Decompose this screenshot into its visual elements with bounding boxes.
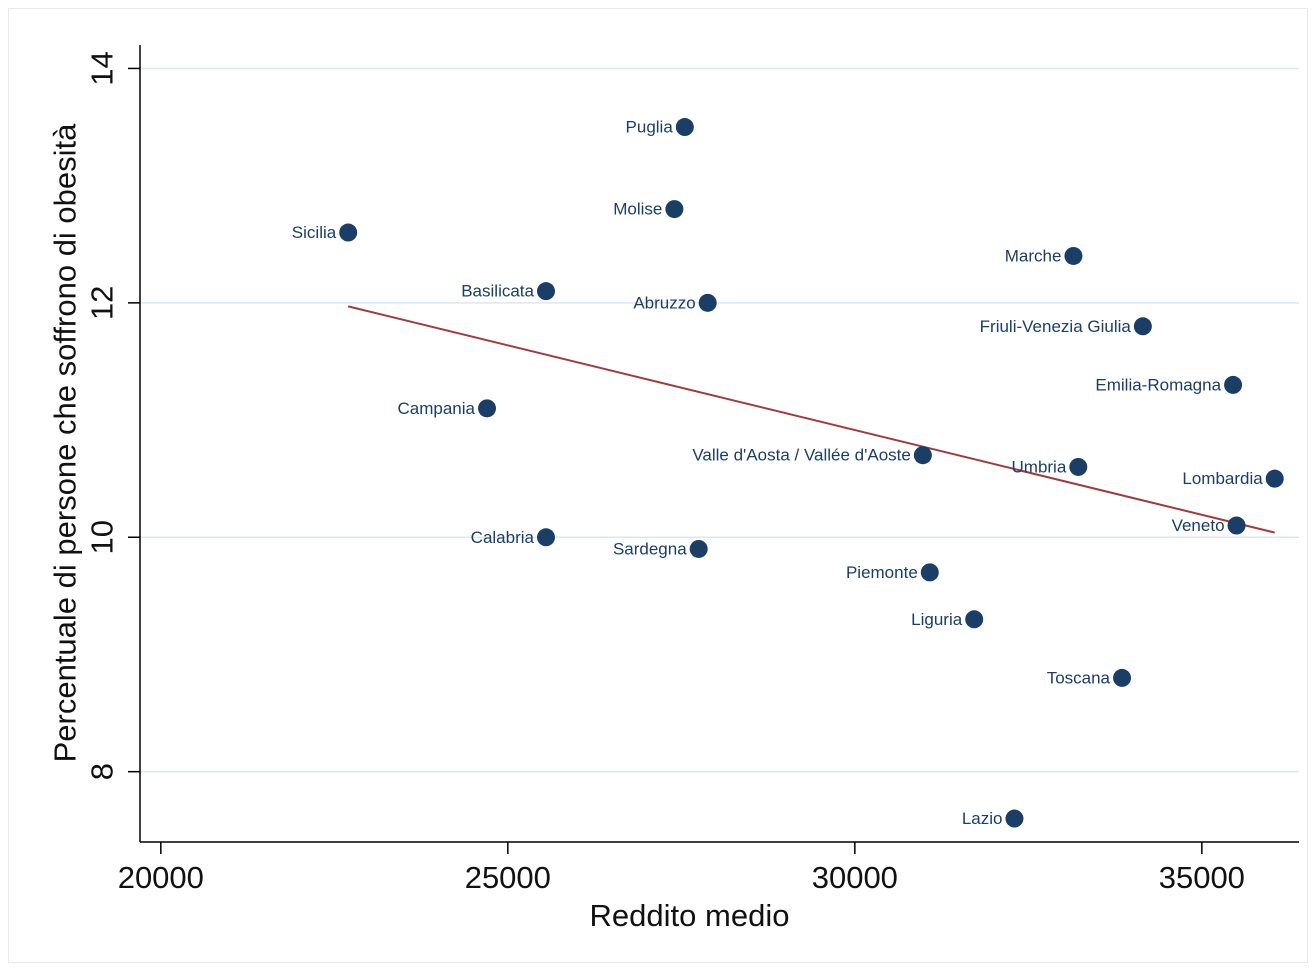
y-tick-label: 8	[85, 763, 120, 780]
axes	[139, 45, 1299, 843]
y-tick-label: 14	[85, 51, 120, 85]
data-point	[1224, 375, 1243, 394]
data-point	[689, 539, 708, 558]
data-point	[1064, 246, 1083, 265]
point-label: Puglia	[626, 118, 674, 137]
x-axis-title: Reddito medio	[590, 898, 790, 933]
data-point	[536, 528, 555, 547]
data-point	[1005, 809, 1024, 828]
point-label: Veneto	[1172, 516, 1225, 535]
y-tick-label: 12	[85, 286, 120, 320]
data-point	[698, 293, 717, 312]
data-point	[1227, 516, 1246, 535]
data-point	[1069, 457, 1088, 476]
x-tick-label: 35000	[1159, 860, 1245, 895]
data-point	[339, 223, 358, 242]
data-points	[339, 118, 1284, 828]
point-label: Toscana	[1047, 668, 1111, 687]
data-point	[1133, 317, 1152, 336]
point-label: Friuli-Venezia Giulia	[980, 317, 1132, 336]
point-label: Emilia-Romagna	[1095, 375, 1221, 394]
data-point	[1113, 668, 1132, 687]
point-label: Campania	[398, 399, 476, 418]
point-label: Lazio	[962, 809, 1003, 828]
fit-line	[347, 305, 1275, 534]
point-label: Calabria	[471, 528, 535, 547]
y-axis-title: Percentuale di persone che soffrono di o…	[48, 123, 83, 763]
chart-frame: 8 10 12 14 20000 25000 30000 35000 Puglia Molise…	[8, 8, 1308, 963]
grid-lines	[140, 67, 1299, 773]
data-point	[965, 610, 984, 629]
point-label: Molise	[613, 200, 662, 219]
fit-line-layer	[347, 305, 1275, 534]
point-label: Umbria	[1012, 457, 1067, 476]
point-label: Piemonte	[846, 563, 918, 582]
scatter-chart: 8 10 12 14 20000 25000 30000 35000 Puglia Molise…	[48, 45, 1299, 933]
x-tick-label: 25000	[465, 860, 551, 895]
data-point	[478, 399, 497, 418]
point-label: Sardegna	[613, 539, 687, 558]
x-tick-label: 20000	[118, 860, 204, 895]
point-label: Liguria	[911, 610, 963, 629]
data-point	[675, 118, 694, 137]
data-point	[665, 200, 684, 219]
y-tick-label: 10	[85, 520, 120, 554]
point-label: Lombardia	[1182, 469, 1263, 488]
point-label: Abruzzo	[633, 293, 695, 312]
point-label: Sicilia	[292, 223, 337, 242]
point-label: Marche	[1005, 246, 1062, 265]
point-labels: Puglia Molise Sicilia Marche Basilicata Abruz…	[292, 118, 1263, 829]
data-point	[1265, 469, 1284, 488]
point-label: Basilicata	[461, 282, 534, 301]
data-point	[920, 563, 939, 582]
point-label: Valle d'Aosta / Vallée d'Aoste	[692, 446, 911, 465]
x-tick-label: 30000	[812, 860, 898, 895]
data-point	[536, 282, 555, 301]
tick-marks: 8 10 12 14 20000 25000 30000 35000	[85, 51, 1245, 895]
data-point	[913, 446, 932, 465]
